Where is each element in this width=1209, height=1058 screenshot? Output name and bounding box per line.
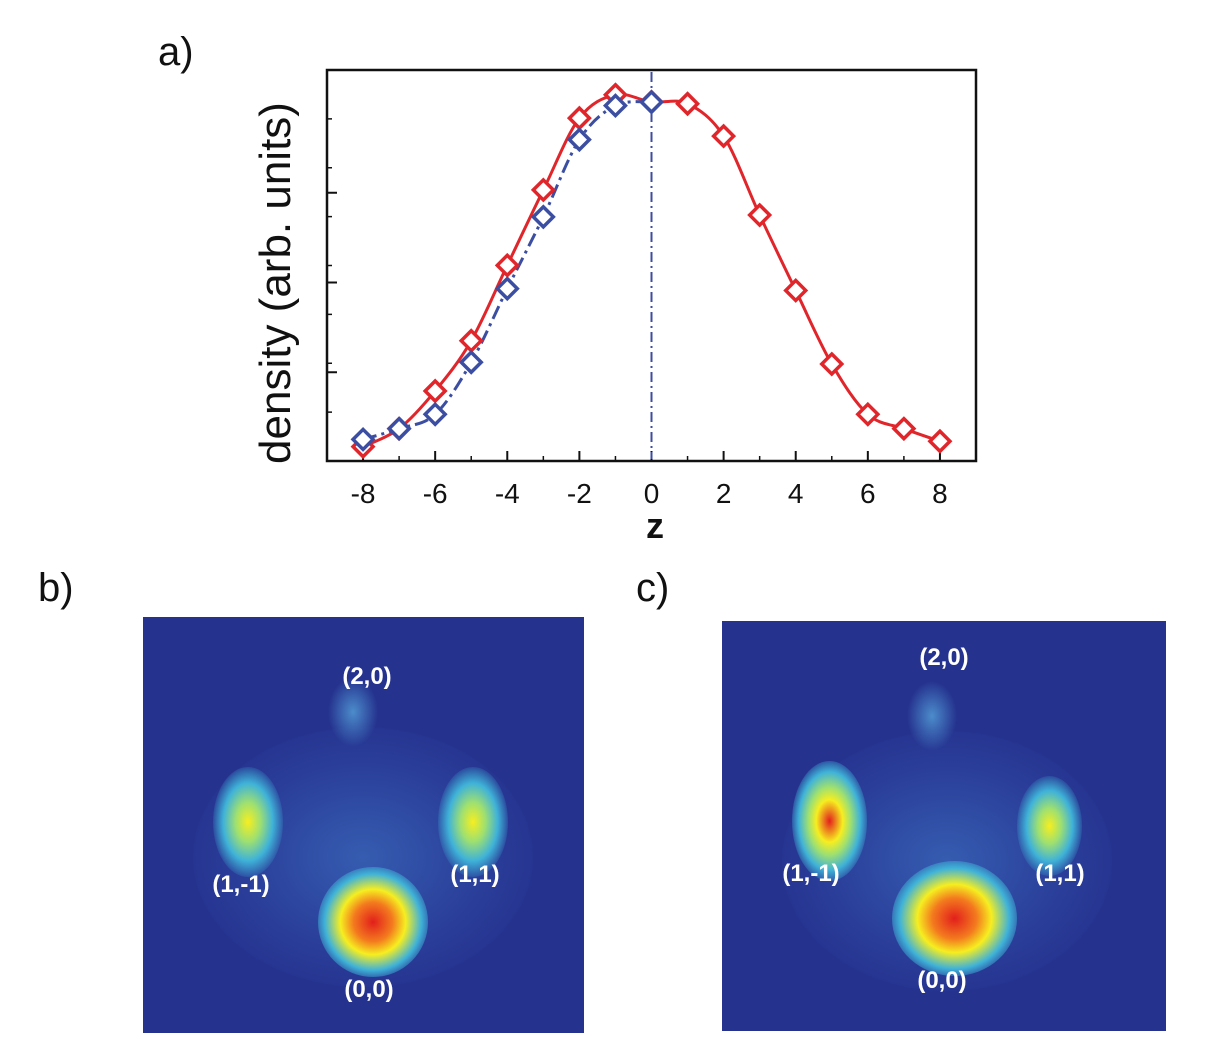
series-0-point (711, 123, 737, 149)
panel-c-label: c) (636, 566, 670, 610)
series-0-point (675, 91, 701, 117)
series-1-point (458, 349, 484, 375)
order-label-2-0: (2,0) (342, 663, 392, 690)
x-tick-label: -4 (495, 478, 520, 509)
series-1-point (602, 93, 628, 119)
order-label-1-1: (1,1) (1035, 860, 1085, 887)
density-chart: -8 -6 -4 -2 0 2 4 6 8 z density (arb. units) (251, 68, 978, 546)
y-axis-ticks (327, 118, 337, 413)
order-label-1-1: (1,1) (450, 861, 500, 888)
series-1-point (639, 89, 664, 115)
series-0-point (891, 416, 917, 442)
order-label-0-0: (0,0) (917, 967, 967, 994)
series-0-point (422, 378, 448, 404)
series-1-point (422, 401, 448, 427)
series-1-point (566, 127, 592, 153)
x-tick-label: 6 (860, 478, 876, 509)
panel-a-label: a) (158, 30, 194, 74)
order-label-0-0: (0,0) (344, 976, 394, 1003)
series-1-point (530, 204, 556, 230)
series-0-point (783, 277, 809, 303)
x-tick-label: 2 (716, 478, 732, 509)
series-layer (350, 82, 953, 460)
x-tick-label: 8 (932, 478, 948, 509)
series-1-point (494, 276, 520, 302)
y-axis-label: density (arb. units) (251, 102, 300, 464)
series-0-point (855, 401, 881, 427)
x-tick-label: -8 (351, 478, 376, 509)
x-axis-label: z (646, 505, 664, 546)
series-0-point (927, 428, 953, 454)
series-0-point (494, 252, 520, 278)
x-tick-label: 0 (644, 478, 660, 509)
panel-b-label: b) (38, 566, 74, 610)
series-1-point (386, 416, 412, 442)
order-label-2-0: (2,0) (919, 644, 969, 671)
x-axis-ticks: -8 -6 -4 -2 0 2 4 6 8 (351, 451, 948, 509)
absorption-image-b: (2,0) (1,-1) (1,1) (0,0) (143, 617, 584, 1033)
series-1-point (350, 426, 376, 452)
x-tick-label: -2 (567, 478, 592, 509)
series-0-point (747, 202, 773, 228)
x-tick-label: -6 (423, 478, 448, 509)
x-tick-label: 4 (788, 478, 804, 509)
series-0-point (819, 351, 845, 377)
order-label-1-m1: (1,-1) (782, 860, 840, 887)
order-label-1-m1: (1,-1) (212, 871, 270, 898)
absorption-image-c: (2,0) (1,-1) (1,1) (0,0) (722, 621, 1166, 1031)
series-0-point (530, 177, 556, 203)
